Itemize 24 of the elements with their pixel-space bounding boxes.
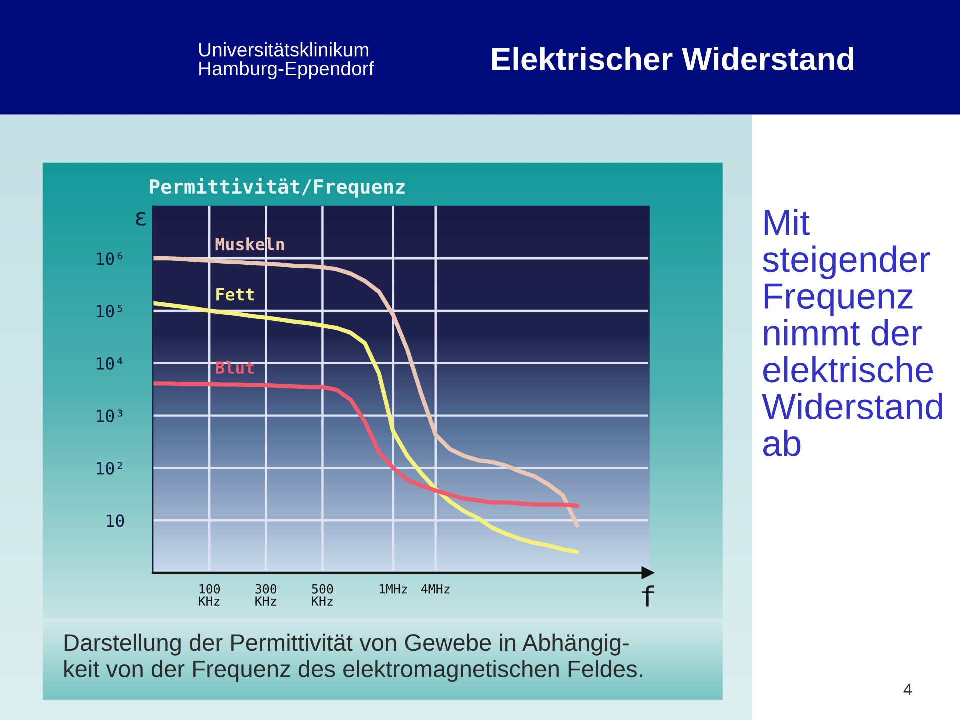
x-tick-label: 500 KHz [312, 584, 334, 606]
line-series [153, 382, 580, 508]
x-tick-label: 1MHz [380, 584, 408, 594]
chart-title: Elektrischer Widerstand [492, 47, 854, 71]
x-tick-label: 300 KHz [256, 584, 277, 606]
chart-subtitle: Permittivität/Frequenz [150, 178, 405, 198]
x-axis-title: f [642, 586, 654, 607]
y-tick-label: 10² [97, 462, 122, 475]
series-label: Blut [216, 361, 254, 374]
line-series [153, 301, 580, 554]
y-tick-label: 10³ [97, 410, 123, 422]
y-tick-label: 10 [107, 514, 124, 528]
y-tick-label: 10⁵ [97, 305, 122, 318]
text: 4 [904, 684, 912, 696]
text: Mit steigender Frequenz nimmt der elektrische Widerstand ab [762, 209, 942, 456]
line-series [153, 256, 580, 528]
x-tick-label: 4MHz [421, 584, 450, 594]
y-axis-title: ε [136, 212, 146, 226]
text: Universitätsklinikum Hamburg-Eppendorf [200, 42, 374, 80]
text: Darstellung der Permittivität von Gewebe in Abhängig- keit von der Frequenz des elektromagnetischen Feldes. [64, 634, 642, 682]
y-tick-label: 10⁶ [97, 252, 123, 266]
y-tick-label: 10⁴ [97, 357, 123, 370]
x-tick-label: 100 KHz [199, 584, 220, 606]
series-label: Fett [216, 288, 254, 301]
